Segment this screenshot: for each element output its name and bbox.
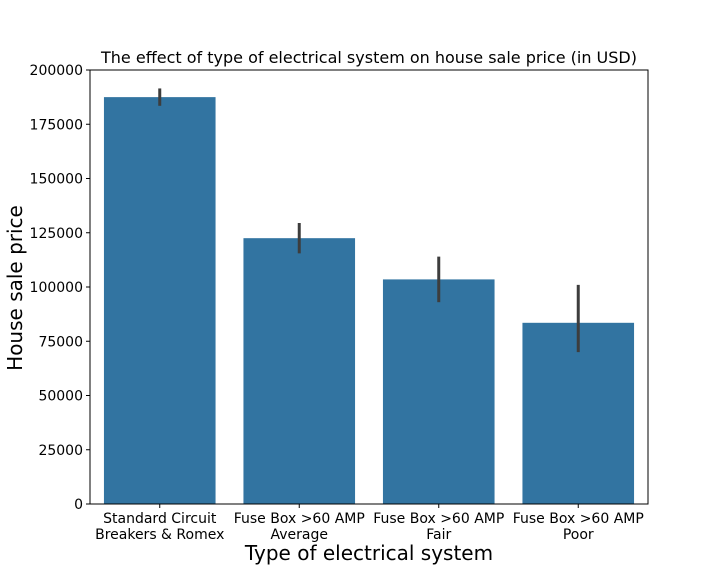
x-tick-label-line: Poor (563, 527, 594, 543)
bar-2 (382, 279, 495, 504)
y-tick-label-1: 25000 (38, 443, 83, 459)
x-tick-label-0: Standard Circuit Breakers & Romex (95, 511, 224, 543)
y-tick-label-7: 175000 (30, 117, 83, 133)
bars-group (103, 97, 635, 505)
x-axis-label: Type of electrical system (244, 541, 493, 565)
y-tick-label-8: 200000 (30, 63, 83, 79)
x-tick-label-1: Fuse Box >60 AMP Average (234, 511, 365, 543)
bar-1 (243, 238, 356, 505)
y-tick-label-5: 125000 (30, 226, 83, 242)
x-tick-label-2: Fuse Box >60 AMP Fair (373, 511, 504, 543)
x-tick-label-line: Standard Circuit (103, 511, 217, 527)
x-tick-label-3: Fuse Box >60 AMP Poor (513, 511, 644, 543)
error-bars-group (158, 88, 580, 353)
y-tick-label-2: 50000 (38, 389, 83, 405)
chart-title: The effect of type of electrical system … (100, 48, 637, 67)
x-tick-label-line: Fuse Box >60 AMP (234, 511, 365, 527)
y-tick-label-4: 100000 (30, 280, 83, 296)
y-axis-label: House sale price (3, 205, 27, 371)
x-tick-label-line: Fuse Box >60 AMP (513, 511, 644, 527)
bar-3 (522, 322, 635, 504)
x-tick-label-line: Fair (426, 527, 451, 543)
bar-0 (103, 97, 216, 504)
y-tick-label-0: 0 (74, 497, 83, 513)
x-tick-label-line: Fuse Box >60 AMP (373, 511, 504, 527)
y-tick-label-3: 75000 (38, 334, 83, 350)
y-tick-label-6: 150000 (30, 172, 83, 188)
x-tick-label-line: Breakers & Romex (95, 527, 224, 543)
y-axis: 0 25000 50000 75000 100000 125000 150000 175000… (30, 63, 90, 513)
x-tick-label-line: Average (271, 527, 329, 543)
x-axis: Standard Circuit Breakers & Romex Fuse Box… (95, 504, 644, 543)
